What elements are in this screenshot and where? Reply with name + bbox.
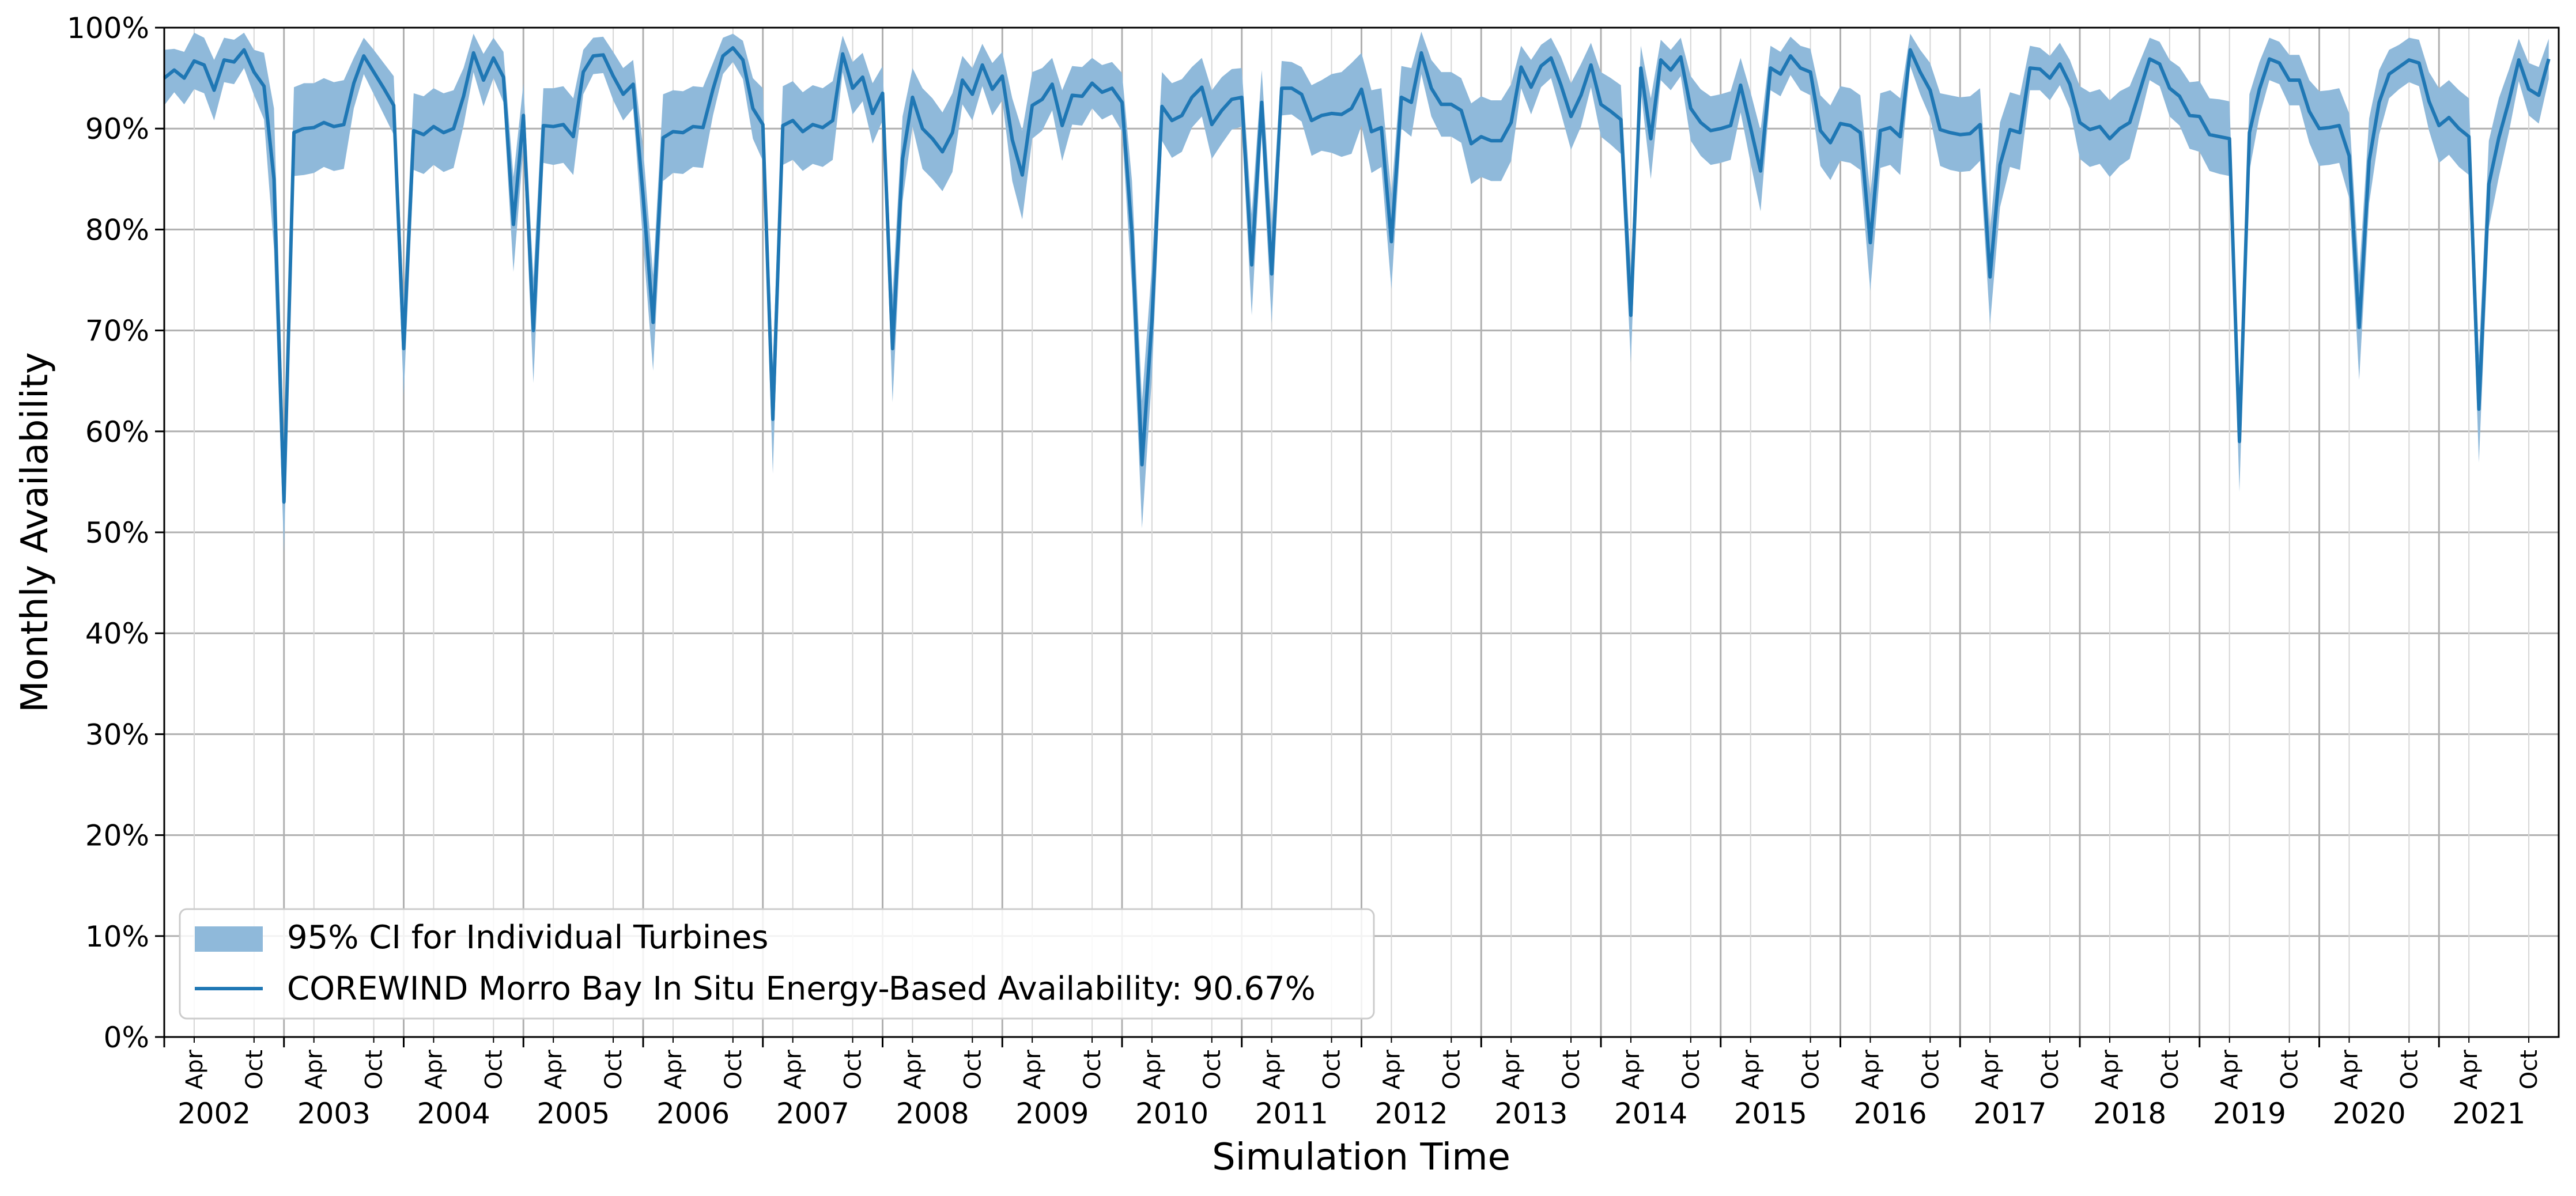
year-tick-label: 2013 — [1494, 1097, 1567, 1130]
month-tick-label: Oct — [2396, 1050, 2423, 1089]
year-tick-label: 2016 — [1853, 1097, 1927, 1130]
month-tick-label: Apr — [2336, 1049, 2363, 1089]
y-tick-label: 100% — [67, 12, 149, 45]
ci-band-layer — [164, 32, 2549, 553]
availability-line-layer — [163, 46, 2551, 504]
month-tick-label: Apr — [421, 1049, 447, 1089]
year-tick-label: 2005 — [537, 1097, 610, 1130]
legend-band-swatch — [195, 926, 263, 952]
y-tick-label: 90% — [85, 112, 149, 146]
month-tick-label: Oct — [1199, 1050, 1226, 1089]
month-tick-label: Apr — [2097, 1049, 2124, 1089]
month-tick-label: Apr — [780, 1049, 807, 1089]
month-tick-label: Oct — [2037, 1050, 2064, 1089]
month-tick-label: Oct — [1678, 1050, 1705, 1089]
month-tick-label: Oct — [1798, 1050, 1825, 1089]
x-axis: Apr Oct 2002 Apr Oct 2003 Apr Oct 2004 Apr Oct 2005… — [163, 1037, 2543, 1130]
year-tick-label: 2004 — [417, 1097, 490, 1130]
year-tick-label: 2007 — [776, 1097, 849, 1130]
ci-band — [164, 32, 2549, 553]
legend: 95% CI for Individual Turbines COREWIND … — [179, 908, 1375, 1020]
month-tick-label: Oct — [361, 1050, 388, 1089]
y-tick-label: 0% — [104, 1021, 149, 1054]
month-tick-label: Oct — [720, 1050, 747, 1089]
year-tick-label: 2009 — [1015, 1097, 1089, 1130]
y-tick-label: 40% — [85, 617, 149, 650]
year-tick-label: 2018 — [2093, 1097, 2166, 1130]
legend-box — [179, 908, 1375, 1020]
x-axis-label: Simulation Time — [1212, 1136, 1510, 1179]
month-tick-label: Apr — [182, 1049, 208, 1089]
y-tick-label: 60% — [85, 415, 149, 449]
legend-line-label: COREWIND Morro Bay In Situ Energy-Based … — [287, 970, 1316, 1008]
legend-band-label: 95% CI for Individual Turbines — [287, 919, 768, 956]
month-tick-label: Oct — [241, 1050, 268, 1089]
y-axis-label: Monthly Availability — [14, 352, 56, 712]
year-tick-label: 2010 — [1135, 1097, 1208, 1130]
availability-line — [163, 46, 2551, 504]
year-tick-label: 2020 — [2332, 1097, 2405, 1130]
y-axis: 0% 10% 20% 30% 40% 50% 60% 70% 80% 90% 100% — [67, 12, 164, 1054]
month-tick-label: Oct — [1079, 1050, 1106, 1089]
year-tick-label: 2017 — [1973, 1097, 2046, 1130]
month-tick-label: Oct — [2516, 1050, 2543, 1089]
y-tick-label: 30% — [85, 718, 149, 751]
month-tick-label: Oct — [960, 1050, 986, 1089]
month-tick-label: Apr — [541, 1049, 567, 1089]
y-tick-label: 50% — [85, 516, 149, 550]
year-tick-label: 2015 — [1734, 1097, 1807, 1130]
month-tick-label: Apr — [1857, 1049, 1884, 1089]
year-tick-label: 2003 — [297, 1097, 371, 1130]
month-tick-label: Apr — [1378, 1049, 1405, 1089]
month-tick-label: Oct — [2157, 1050, 2184, 1089]
month-tick-label: Apr — [1139, 1049, 1166, 1089]
month-tick-label: Apr — [1738, 1049, 1765, 1089]
month-tick-label: Apr — [1259, 1049, 1286, 1089]
month-tick-label: Oct — [840, 1050, 867, 1089]
month-tick-label: Apr — [1019, 1049, 1046, 1089]
month-tick-label: Apr — [2217, 1049, 2243, 1089]
month-tick-label: Apr — [1498, 1049, 1525, 1089]
month-tick-label: Apr — [301, 1049, 328, 1089]
month-tick-label: Oct — [481, 1050, 507, 1089]
year-tick-label: 2019 — [2213, 1097, 2286, 1130]
grid-lines — [163, 27, 2559, 1038]
month-tick-label: Oct — [1558, 1050, 1585, 1089]
y-tick-label: 20% — [85, 819, 149, 853]
month-tick-label: Oct — [1438, 1050, 1465, 1089]
year-tick-label: 2002 — [177, 1097, 251, 1130]
year-tick-label: 2006 — [656, 1097, 730, 1130]
year-tick-label: 2008 — [896, 1097, 969, 1130]
month-tick-label: Oct — [1319, 1050, 1346, 1089]
year-tick-label: 2021 — [2452, 1097, 2525, 1130]
y-tick-label: 80% — [85, 213, 149, 247]
y-tick-label: 70% — [85, 315, 149, 348]
month-tick-label: Apr — [1618, 1049, 1645, 1089]
month-tick-label: Apr — [660, 1049, 687, 1089]
y-tick-label: 10% — [85, 920, 149, 953]
year-tick-label: 2011 — [1255, 1097, 1328, 1130]
month-tick-label: Apr — [2456, 1049, 2483, 1089]
month-tick-label: Oct — [2277, 1050, 2303, 1089]
year-tick-label: 2014 — [1614, 1097, 1687, 1130]
month-tick-label: Oct — [1917, 1050, 1944, 1089]
year-tick-label: 2012 — [1374, 1097, 1448, 1130]
month-tick-label: Apr — [1977, 1049, 2004, 1089]
month-tick-label: Apr — [900, 1049, 926, 1089]
month-tick-label: Oct — [600, 1050, 627, 1089]
